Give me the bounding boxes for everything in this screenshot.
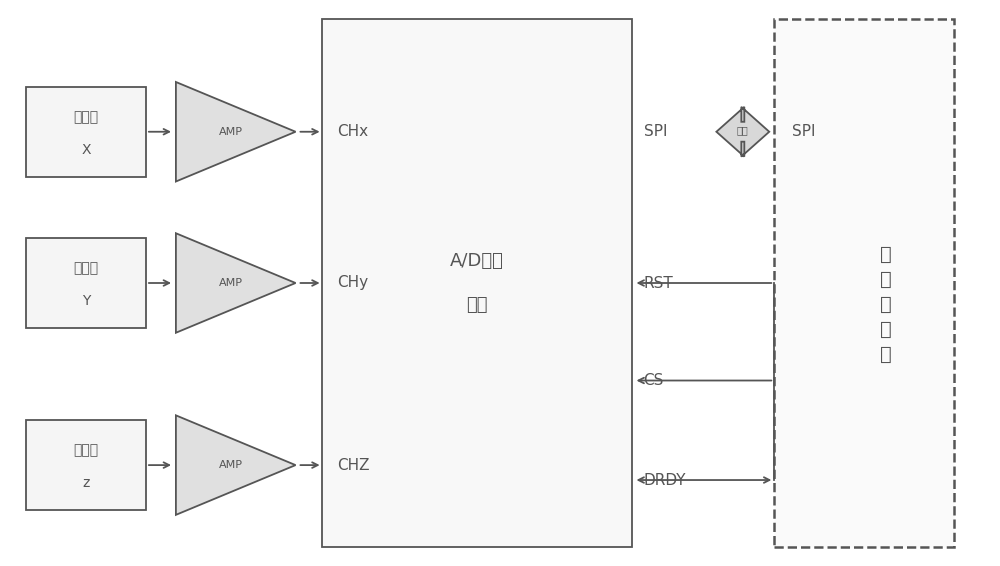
Bar	[26, 87, 146, 177]
Text: Y: Y	[82, 294, 90, 308]
Bar	[26, 421, 146, 510]
Text: CHZ: CHZ	[337, 457, 370, 473]
Text: CHy: CHy	[337, 276, 369, 290]
Bar	[774, 19, 954, 547]
Text: AMP: AMP	[219, 127, 243, 137]
Text: DRDY: DRDY	[644, 473, 686, 487]
Text: CS: CS	[644, 373, 664, 388]
Text: 传感器: 传感器	[74, 443, 99, 457]
Text: RST: RST	[644, 276, 673, 290]
Text: 传感器: 传感器	[74, 110, 99, 124]
Text: 总线: 总线	[737, 125, 749, 135]
Text: z: z	[82, 476, 90, 490]
Bar	[322, 19, 632, 547]
Text: 芯片: 芯片	[466, 296, 488, 314]
Text: 外
接
处
理
器: 外 接 处 理 器	[880, 245, 891, 363]
Text: 传感器: 传感器	[74, 261, 99, 275]
Polygon shape	[176, 82, 296, 182]
Text: A/D转换: A/D转换	[450, 252, 504, 270]
Text: AMP: AMP	[219, 460, 243, 470]
Polygon shape	[176, 233, 296, 333]
Text: X: X	[81, 143, 91, 157]
Text: SPI: SPI	[644, 125, 667, 139]
Polygon shape	[176, 415, 296, 515]
Text: AMP: AMP	[219, 278, 243, 288]
Text: CHx: CHx	[337, 125, 369, 139]
Text: SPI: SPI	[792, 125, 816, 139]
Bar	[26, 238, 146, 328]
Polygon shape	[716, 107, 769, 157]
